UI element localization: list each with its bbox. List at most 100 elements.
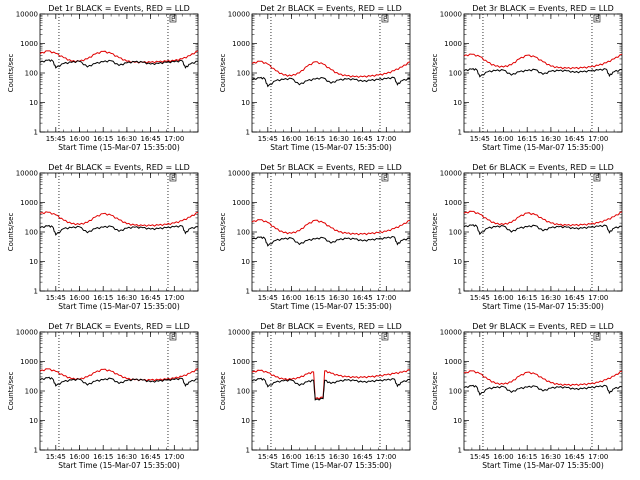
y-axis-label: Counts/sec [219,372,227,411]
y-tick-label: 10 [29,99,38,107]
x-tick-label: 16:00 [493,135,513,143]
y-tick-label: 1000 [20,358,38,366]
y-axis-label: Counts/sec [431,213,439,252]
x-tick-label: 16:15 [517,453,537,461]
x-tick-label: 16:30 [329,294,349,302]
x-axis-label: Start Time (15-Mar-07 15:35:00) [58,143,180,152]
series-events-line [251,235,411,247]
x-tick-label: 16:45 [141,453,161,461]
x-tick-label: 17:00 [588,294,608,302]
x-tick-label: 16:45 [565,453,585,461]
y-tick-label: 10000 [228,11,250,19]
x-tick-label: 17:00 [588,453,608,461]
x-tick-label: 15:45 [470,294,490,302]
panel-3: Det 3r BLACK = Events, RED = LLD 1 10 100 10… [431,4,623,152]
x-tick-label: 17:00 [376,135,396,143]
y-axis-label: Counts/sec [7,372,15,411]
marker-box [593,332,601,341]
series-events-line [463,67,623,78]
x-tick-label: 16:15 [305,294,325,302]
x-tick-label: 16:45 [565,135,585,143]
marker-label: E [171,175,175,182]
series-events-line [463,384,623,396]
y-tick-label: 1 [458,447,462,455]
x-tick-label: 16:30 [541,453,561,461]
panel-title: Det 1r BLACK = Events, RED = LLD [48,4,190,13]
y-tick-label: 1000 [444,358,462,366]
plot-frame [251,13,411,133]
y-tick-label: 1000 [232,199,250,207]
series-lld-line [463,370,623,387]
x-tick-label: 16:00 [69,135,89,143]
series-lld-line [251,369,411,400]
panel-7: Det 7r BLACK = Events, RED = LLD 1 10 100 10… [7,322,199,470]
x-tick-label: 15:45 [258,294,278,302]
marker-label: E [171,334,175,341]
y-tick-label: 10000 [440,11,462,19]
x-tick-label: 16:00 [493,453,513,461]
panel-title: Det 9r BLACK = Events, RED = LLD [472,322,614,331]
y-tick-label: 10 [241,258,250,266]
series-events-line [251,377,410,401]
panel-title: Det 8r BLACK = Events, RED = LLD [260,322,402,331]
series-lld-line [39,368,199,382]
x-tick-label: 16:45 [353,135,373,143]
x-tick-label: 16:30 [329,453,349,461]
x-tick-label: 16:00 [281,294,301,302]
y-axis-label: Counts/sec [431,372,439,411]
y-tick-label: 10000 [440,329,462,337]
x-axis-label: Start Time (15-Mar-07 15:35:00) [482,143,604,152]
y-tick-label: 10 [241,99,250,107]
panel-2: Det 2r BLACK = Events, RED = LLD 1 10 100 10… [219,4,411,152]
x-tick-label: 16:15 [93,294,113,302]
marker-box [169,173,177,182]
panel-title: Det 2r BLACK = Events, RED = LLD [260,4,402,13]
x-axis-label: Start Time (15-Mar-07 15:35:00) [270,302,392,311]
y-tick-label: 1 [34,129,38,137]
x-tick-label: 16:30 [117,135,137,143]
marker-box [169,14,177,23]
marker-label: E [383,334,387,341]
y-tick-label: 1000 [444,40,462,48]
x-tick-label: 16:00 [281,135,301,143]
panel-title: Det 7r BLACK = Events, RED = LLD [48,322,190,331]
panel-title: Det 5r BLACK = Events, RED = LLD [260,163,402,172]
marker-box [381,14,389,23]
x-tick-label: 16:00 [69,294,89,302]
x-tick-label: 16:00 [493,294,513,302]
x-tick-label: 17:00 [376,453,396,461]
y-tick-label: 10000 [16,329,38,337]
x-tick-label: 16:45 [141,135,161,143]
y-tick-label: 10 [29,258,38,266]
x-tick-label: 16:45 [141,294,161,302]
marker-box [593,14,601,23]
x-tick-label: 16:30 [329,135,349,143]
y-tick-label: 100 [449,70,462,78]
x-tick-label: 16:30 [117,294,137,302]
series-events-line [39,376,198,387]
plot-frame [39,13,199,133]
series-events-line [463,224,623,236]
x-tick-label: 17:00 [164,135,184,143]
y-tick-label: 100 [449,388,462,396]
y-tick-label: 10000 [16,11,38,19]
y-axis-label: Counts/sec [7,54,15,93]
y-tick-label: 1 [458,288,462,296]
x-tick-label: 16:15 [305,135,325,143]
marker-box [381,173,389,182]
series-lld-line [463,53,623,70]
y-tick-label: 100 [237,70,250,78]
x-tick-label: 17:00 [588,135,608,143]
y-tick-label: 10 [453,99,462,107]
y-tick-label: 100 [237,388,250,396]
x-tick-label: 16:15 [517,294,537,302]
series-lld-line [251,60,411,79]
y-tick-label: 10000 [16,170,38,178]
y-tick-label: 10000 [228,329,250,337]
y-tick-label: 1 [458,129,462,137]
y-tick-label: 1000 [232,358,250,366]
series-lld-line [39,50,199,64]
marker-box [169,332,177,341]
panel-6: Det 6r BLACK = Events, RED = LLD 1 10 100 10… [431,163,623,311]
